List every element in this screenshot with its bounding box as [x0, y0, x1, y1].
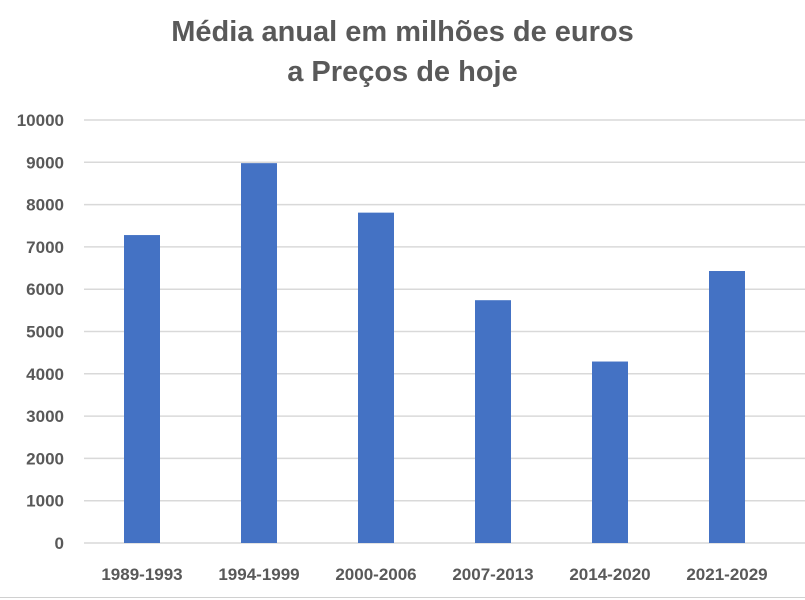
bar-2000-2006 — [358, 212, 394, 543]
x-tick-label: 1989-1993 — [101, 565, 182, 584]
y-tick-label: 3000 — [26, 407, 64, 426]
x-tick-label: 2014-2020 — [569, 565, 650, 584]
y-tick-label: 2000 — [26, 449, 64, 468]
bar-2014-2020 — [592, 361, 628, 543]
bar-1994-1999 — [241, 163, 277, 543]
x-tick-label: 1994-1999 — [218, 565, 299, 584]
x-tick-label: 2000-2006 — [335, 565, 416, 584]
y-tick-label: 8000 — [26, 196, 64, 215]
y-tick-label: 9000 — [26, 153, 64, 172]
bar-1989-1993 — [124, 235, 160, 543]
x-tick-label: 2021-2029 — [686, 565, 767, 584]
bar-2007-2013 — [475, 300, 511, 543]
y-tick-label: 0 — [55, 534, 64, 553]
y-tick-label: 10000 — [17, 111, 64, 130]
x-tick-label: 2007-2013 — [452, 565, 533, 584]
chart-title-line-2: a Preços de hoje — [287, 56, 518, 88]
y-tick-label: 7000 — [26, 238, 64, 257]
y-tick-label: 1000 — [26, 492, 64, 511]
chart-title-line-1: Média anual em milhões de euros — [171, 16, 634, 48]
y-tick-label: 4000 — [26, 365, 64, 384]
y-tick-label: 6000 — [26, 280, 64, 299]
y-tick-label: 5000 — [26, 323, 64, 342]
bar-2021-2029 — [709, 271, 745, 543]
bottom-border — [0, 597, 805, 598]
